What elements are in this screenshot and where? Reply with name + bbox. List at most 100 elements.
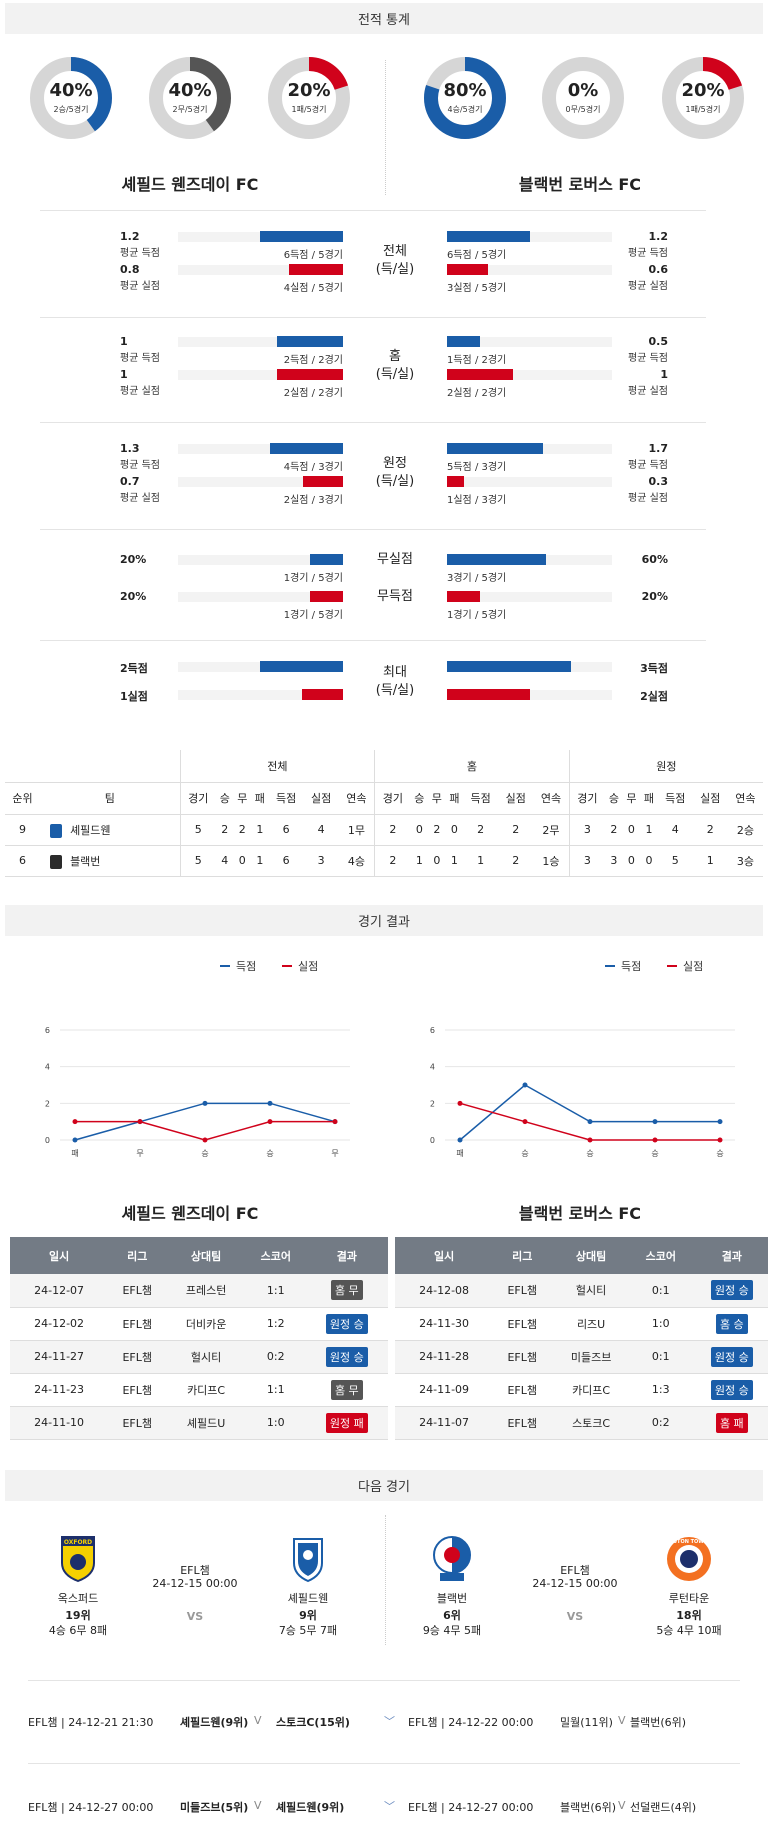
next-left-away-rank: 9위 [299,1609,317,1622]
left-stat-value: 1 [120,335,128,348]
stat-group-label: 원정 (득/실) [365,455,425,491]
match-date: 24-11-30 [395,1307,494,1341]
table-cell: 5 [657,845,693,877]
next-divider [385,1515,386,1645]
chart-legend: 득점 실점 [220,960,318,973]
stat-group-label: 홈 (득/실) [365,348,425,384]
fixture-home: 셰필드웬(9위) [180,1716,249,1729]
table-header: 승 [605,782,623,815]
table-header: 득점 [657,782,693,815]
right-stat-value: 0.6 [648,263,669,276]
next-right-home-record: 9승 4무 5패 [422,1624,482,1637]
result-badge: 원정 승 [325,1346,368,1367]
table-cell: 2 [374,814,411,846]
fixture-away: 블랙번(6위) [630,1716,687,1729]
table-header: 연속 [727,782,763,815]
donut-arc [30,57,112,139]
match-league: EFL챔 [493,1340,552,1374]
table-row: 24-11-23 EFL챔 카디프C 1:1 홈 무 [10,1373,388,1407]
match-date: 24-11-07 [395,1406,494,1440]
right-stat-value: 1 [660,368,668,381]
right-stat-caption: 3실점 / 5경기 [447,283,507,294]
data-point [332,1119,338,1125]
next-right-away: 루턴타운 [668,1592,710,1605]
donut-arc [424,57,506,139]
legend-label: 실점 [683,960,703,973]
bar-track [178,265,343,275]
table-header: 상대팀 [551,1237,631,1274]
divider [40,422,706,423]
left-stat-bar [277,369,343,380]
divider [28,1680,740,1681]
match-date: 24-11-27 [10,1340,109,1374]
fixture-home: 블랙번(6위) [560,1801,617,1814]
right-stat-caption: 1경기 / 5경기 [447,610,507,621]
left-stat-label: 평균 실점 [120,281,160,292]
match-opponent: 더비카운 [166,1307,246,1341]
donut-value: 40% [49,80,93,101]
group-label-sub: (득/실) [375,683,415,698]
table-header: 일시 [10,1237,109,1274]
result-badge: 홈 패 [715,1412,748,1433]
table-header: 스코어 [245,1237,306,1274]
table-header: 승 [215,782,234,815]
home-results-title: 셰필드 웬즈데이 FC [121,1204,259,1223]
table-row: 24-12-08 EFL챔 헐시티 0:1 원정 승 [395,1274,768,1308]
chart-legend: 득점 실점 [605,960,703,973]
donut-arc [662,57,744,139]
match-result-cell: 원정 승 [690,1373,768,1407]
donut-track [542,57,624,139]
table-cell: 2 [428,814,446,846]
left-stat-caption: 4실점 / 5경기 [283,283,343,294]
home-results-chart: 득점 실점 0 2 4 6 패 무 승 승 무 [45,960,350,1158]
match-date: 24-12-07 [10,1274,109,1308]
section-header-next: 다음 경기 [5,1470,763,1501]
right-max-bar [447,689,530,700]
right-stat-value: 20% [641,590,668,603]
team-rank: 9 [5,814,41,846]
data-point [457,1137,463,1143]
y-tick-label: 0 [430,1136,435,1145]
x-tick-label: 승 [586,1149,593,1158]
table-header: 스코어 [630,1237,691,1274]
section-header-stats: 전적 통계 [5,3,763,34]
table-cell: 4승 [338,845,376,877]
group-label-main: 전체 [383,244,407,259]
match-league: EFL챔 [493,1373,552,1407]
match-opponent: 헐시티 [551,1274,631,1308]
fixture-home: 미들즈브(5위) [180,1801,249,1814]
left-stat-caption: 2득점 / 2경기 [283,355,343,366]
next-left-home-rank: 19위 [65,1609,91,1622]
table-row: 9 셰필드웬 5 2 2 1 6 4 1무 2 0 2 0 2 2 2무 3 2 0 1 4 2 2승 [5,814,763,846]
donut-value: 40% [168,80,212,101]
y-tick-label: 0 [45,1136,50,1145]
x-tick-label: 승 [521,1149,528,1158]
y-tick-label: 2 [430,1099,435,1108]
left-stat-value: 20% [120,553,147,566]
match-opponent: 카디프C [166,1373,246,1407]
left-stat-label: 평균 실점 [120,493,160,504]
bar-track [447,592,612,602]
group-label-main: 원정 [383,456,407,471]
left-max-bar [302,689,343,700]
donut-sub: 2무/5경기 [172,105,208,114]
next-right-league: EFL챔 [560,1564,590,1577]
table-cell: 4 [215,845,234,877]
x-tick-label: 패 [71,1148,78,1158]
chevron-down-icon[interactable]: ﹀ [384,1715,395,1728]
left-stat-bar [303,476,343,487]
chevron-down-icon[interactable]: ﹀ [384,1800,395,1813]
left-stat-caption: 2실점 / 2경기 [283,388,343,399]
right-stat-label: 평균 실점 [628,493,668,504]
legend-label: 득점 [236,960,256,973]
divider [40,317,706,318]
data-point [522,1082,528,1088]
left-stat-caption: 1경기 / 5경기 [283,610,343,621]
left-stat-value: 1.3 [120,442,140,455]
match-date: 24-11-23 [10,1373,109,1407]
match-result-cell: 원정 승 [690,1274,768,1308]
match-result-cell: 홈 승 [690,1307,768,1341]
table-header: 실점 [692,782,728,815]
x-tick-label: 무 [331,1149,338,1158]
next-right-home: 블랙번 [436,1592,468,1605]
